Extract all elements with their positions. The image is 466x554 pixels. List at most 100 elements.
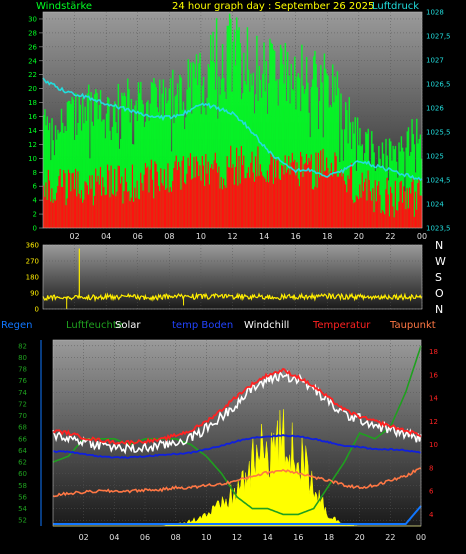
gust-bar [278,79,281,228]
temp-y-tick: 4 [429,511,434,519]
avgwind-bar [307,164,309,228]
gust-bar [119,138,122,228]
avgwind-bar [79,198,82,228]
avgwind-bar [286,169,289,228]
avgwind-bar [327,168,329,228]
gust-bar [354,117,356,228]
avgwind-bar [363,182,366,228]
humidity-y-tick: 64 [18,447,27,455]
gust-bar [219,94,221,228]
avgwind-bar [138,199,141,228]
wind-y-tick: 8 [33,169,37,177]
avgwind-bar [185,184,187,228]
avgwind-bar [69,172,71,228]
avgwind-bar [270,152,272,228]
avgwind-bar [378,181,380,228]
gust-bar [180,77,182,229]
avgwind-bar [341,176,343,228]
gust-bar [140,81,142,228]
gust-bar [303,93,305,229]
avgwind-bar [153,198,155,228]
avgwind-bar [269,164,271,228]
gust-bar [141,100,143,228]
avgwind-bar [80,190,83,228]
gust-bar [79,104,82,228]
avgwind-bar [256,176,258,228]
gust-bar [67,100,70,228]
avgwind-bar [369,191,372,228]
avgwind-bar [413,216,416,228]
avgwind-bar [359,184,361,228]
temp-y-tick: 18 [429,348,438,356]
temp-x-tick: 22 [385,533,395,542]
avgwind-bar [104,195,107,228]
avgwind-bar [238,156,240,228]
gust-bar [114,101,116,228]
gust-bar [61,122,64,228]
avgwind-bar [343,180,346,228]
avgwind-bar [142,190,144,228]
avgwind-bar [112,194,115,228]
gust-bar [264,91,266,228]
temp-panel-frame [52,339,422,527]
gust-bar [44,109,46,228]
gust-bar [282,64,284,229]
gust-bar [416,118,418,228]
avgwind-bar [339,173,341,228]
avgwind-bar [129,201,131,228]
avgwind-bar [326,157,328,228]
gust-bar [57,129,59,228]
avgwind-bar [141,183,143,228]
avgwind-bar [73,189,76,228]
avgwind-bar [391,193,393,228]
gust-bar [223,77,225,228]
gust-bar [212,31,214,228]
gust-bar [290,63,292,228]
avgwind-bar [211,164,213,228]
pressure-y-tick: 1028 [426,9,444,17]
gust-bar [398,142,400,228]
avgwind-bar [213,160,215,228]
avgwind-bar [114,169,116,228]
avgwind-bar [46,199,48,228]
humidity-y-tick: 78 [18,366,27,374]
temp-x-tick: 20 [355,533,365,542]
avgwind-bar [66,198,69,228]
humidity-y-tick: 54 [18,505,27,513]
avgwind-bar [412,176,414,228]
wind-y-tick: 26 [28,43,37,51]
avgwind-bar [146,167,148,228]
avgwind-bar [268,182,270,228]
gust-bar [333,102,335,228]
avgwind-bar [182,156,185,228]
avgwind-bar [333,171,335,228]
gust-bar [413,144,416,228]
gust-bar [156,107,159,228]
avgwind-bar [257,146,259,228]
wind-y-tick: 2 [33,211,37,219]
avgwind-bar [331,176,334,228]
avgwind-bar [279,179,282,228]
gust-bar [121,92,123,228]
gust-bar [99,90,102,228]
avgwind-bar [167,163,169,228]
gust-bar [109,130,111,228]
gust-bar [227,25,230,229]
gust-bar [196,85,199,228]
avgwind-bar [44,196,46,228]
gust-bar [134,105,136,228]
avgwind-bar [122,203,124,228]
legend-taupunkt: Taupunkt [390,320,436,331]
gust-bar [271,43,274,228]
gust-bar [150,81,153,229]
avgwind-bar [379,194,381,228]
avgwind-bar [393,217,396,228]
gust-bar [195,54,198,229]
avgwind-bar [63,170,65,228]
avgwind-bar [135,197,137,228]
avgwind-bar [243,155,245,228]
gust-bar [147,100,149,228]
gust-bar [52,140,54,228]
gust-bar [393,149,396,228]
avgwind-bar [382,211,385,228]
